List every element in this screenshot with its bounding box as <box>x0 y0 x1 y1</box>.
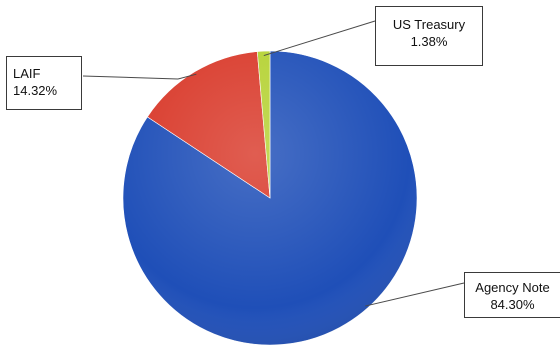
label-us-treasury-name: US Treasury <box>392 17 466 32</box>
label-laif-name: LAIF <box>13 66 41 81</box>
leader-line-us-treasury <box>263 20 376 57</box>
leader-lines <box>82 20 465 307</box>
leader-line-agency-note <box>365 282 465 307</box>
pie-shading <box>123 51 417 345</box>
label-us-treasury: US Treasury 1.38% <box>375 6 483 66</box>
label-laif: LAIF 14.32% <box>6 56 82 110</box>
label-us-treasury-value: 1.38% <box>410 34 448 49</box>
label-agency-note-name: Agency Note <box>475 280 550 295</box>
label-agency-note-value: 84.30% <box>490 297 535 312</box>
label-agency-note: Agency Note 84.30% <box>464 272 560 318</box>
leader-line-laif-b <box>82 75 179 80</box>
label-laif-value: 14.32% <box>13 83 58 98</box>
leader-line-laif-a <box>177 73 197 80</box>
